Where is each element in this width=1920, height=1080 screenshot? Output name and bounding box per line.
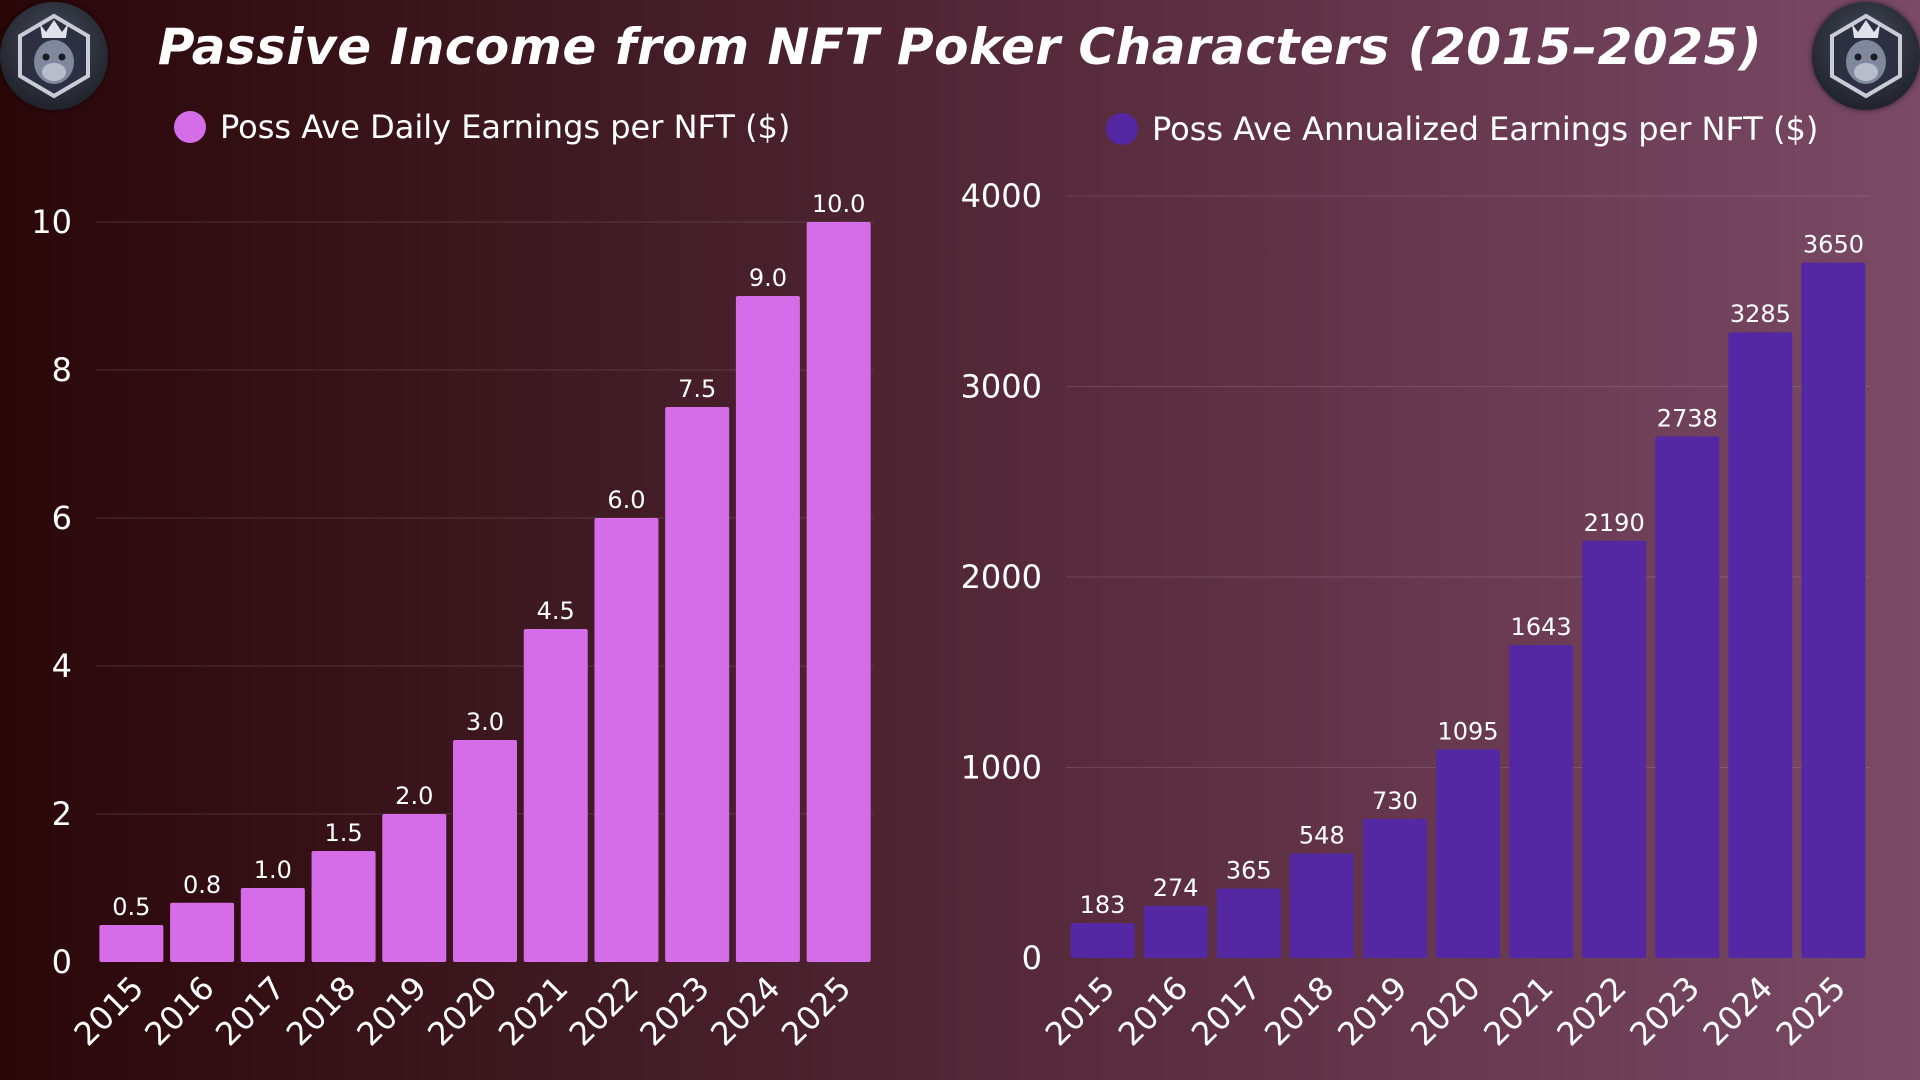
x-tick-label: 2023 — [1622, 969, 1706, 1053]
y-tick-label: 0 — [52, 943, 72, 981]
bar-daily-2015 — [99, 925, 164, 962]
data-label: 7.5 — [678, 375, 716, 403]
bar-daily-2024 — [735, 296, 800, 962]
x-tick-label: 2021 — [1476, 969, 1560, 1053]
legend-annualized: Poss Ave Annualized Earnings per NFT ($) — [1106, 110, 1818, 148]
legend-swatch-daily — [174, 111, 206, 143]
data-label: 2190 — [1584, 509, 1645, 537]
bar-annualized-2016 — [1143, 905, 1208, 958]
bar-annualized-2018 — [1289, 853, 1354, 958]
x-tick-label: 2015 — [1038, 969, 1122, 1053]
data-label: 183 — [1080, 891, 1126, 919]
x-tick-label: 2020 — [1403, 969, 1487, 1053]
bar-daily-2018 — [311, 851, 376, 962]
legend-swatch-annualized — [1106, 113, 1138, 145]
x-tick-label: 2019 — [349, 969, 433, 1053]
data-label: 3650 — [1803, 231, 1864, 259]
x-tick-label: 2017 — [208, 969, 292, 1053]
y-tick-label: 4 — [52, 647, 72, 685]
bar-annualized-2020 — [1436, 749, 1500, 958]
data-label: 0.5 — [112, 893, 150, 921]
data-label: 274 — [1153, 874, 1199, 902]
bar-annualized-2021 — [1509, 645, 1574, 958]
data-label: 3285 — [1730, 300, 1791, 328]
bar-daily-2017 — [240, 888, 305, 962]
data-label: 1.0 — [254, 856, 292, 884]
data-label: 730 — [1372, 787, 1418, 815]
bar-annualized-2023 — [1655, 436, 1720, 958]
bar-daily-2021 — [523, 629, 588, 962]
y-tick-label: 4000 — [961, 177, 1042, 215]
data-label: 4.5 — [537, 597, 575, 625]
y-tick-label: 2000 — [961, 558, 1042, 596]
x-tick-label: 2025 — [1769, 969, 1853, 1053]
y-tick-label: 10 — [31, 203, 72, 241]
y-tick-label: 1000 — [961, 749, 1042, 787]
bar-daily-2023 — [665, 407, 730, 962]
bar-annualized-2022 — [1582, 540, 1647, 958]
x-tick-label: 2017 — [1184, 969, 1268, 1053]
legend-daily: Poss Ave Daily Earnings per NFT ($) — [174, 108, 790, 146]
data-label: 548 — [1299, 822, 1345, 850]
x-tick-label: 2016 — [137, 969, 221, 1053]
legend-label-annualized: Poss Ave Annualized Earnings per NFT ($) — [1152, 110, 1819, 148]
bar-annualized-2017 — [1216, 888, 1281, 958]
bar-daily-2019 — [382, 814, 447, 962]
x-tick-label: 2018 — [1257, 969, 1341, 1053]
x-tick-label: 2022 — [1549, 969, 1633, 1053]
x-tick-label: 2022 — [562, 969, 646, 1053]
data-label: 10.0 — [812, 190, 865, 218]
y-tick-label: 8 — [52, 351, 72, 389]
data-label: 1.5 — [324, 819, 362, 847]
x-tick-label: 2025 — [774, 969, 858, 1053]
x-tick-label: 2018 — [279, 969, 363, 1053]
y-tick-label: 6 — [52, 499, 72, 537]
data-label: 6.0 — [607, 486, 645, 514]
x-tick-label: 2021 — [491, 969, 575, 1053]
x-tick-label: 2019 — [1330, 969, 1414, 1053]
y-tick-label: 0 — [1022, 939, 1042, 977]
bar-daily-2022 — [594, 518, 659, 962]
gorilla-crown-badge-icon — [0, 2, 108, 110]
bar-daily-2020 — [453, 740, 517, 962]
x-tick-label: 2015 — [67, 969, 151, 1053]
data-label: 2.0 — [395, 782, 433, 810]
bar-annualized-2015 — [1070, 923, 1135, 958]
x-tick-label: 2024 — [1696, 969, 1780, 1053]
annualized-earnings-chart: 0 1000 2000 3000 4000 183 2015 274 2016 365 2017 54… — [961, 177, 1870, 1053]
x-tick-label: 2016 — [1111, 969, 1195, 1053]
x-tick-label: 2020 — [420, 969, 504, 1053]
data-label: 1095 — [1437, 717, 1498, 745]
x-tick-label: 2023 — [632, 969, 716, 1053]
bar-annualized-2019 — [1362, 818, 1427, 958]
bar-daily-2016 — [170, 902, 235, 962]
x-tick-label: 2024 — [703, 969, 787, 1053]
y-tick-label: 2 — [52, 795, 72, 833]
y-tick-label: 3000 — [961, 368, 1042, 406]
chart-title: Passive Income from NFT Poker Characters… — [157, 18, 1763, 76]
data-label: 3.0 — [466, 708, 504, 736]
data-label: 1643 — [1511, 613, 1572, 641]
data-label: 2738 — [1657, 404, 1718, 432]
legend-label-daily: Poss Ave Daily Earnings per NFT ($) — [220, 108, 791, 146]
bar-daily-2025 — [806, 222, 871, 962]
data-label: 9.0 — [749, 264, 787, 292]
data-label: 365 — [1226, 856, 1272, 884]
data-label: 0.8 — [183, 871, 221, 899]
daily-earnings-chart: 0 2 4 6 8 10 0.5 2015 0.8 2016 1.0 2017 1.5 2018 2.0 20… — [31, 190, 871, 1053]
bar-annualized-2025 — [1801, 262, 1866, 958]
gorilla-crown-badge-icon — [1812, 2, 1920, 110]
bar-annualized-2024 — [1728, 332, 1793, 958]
